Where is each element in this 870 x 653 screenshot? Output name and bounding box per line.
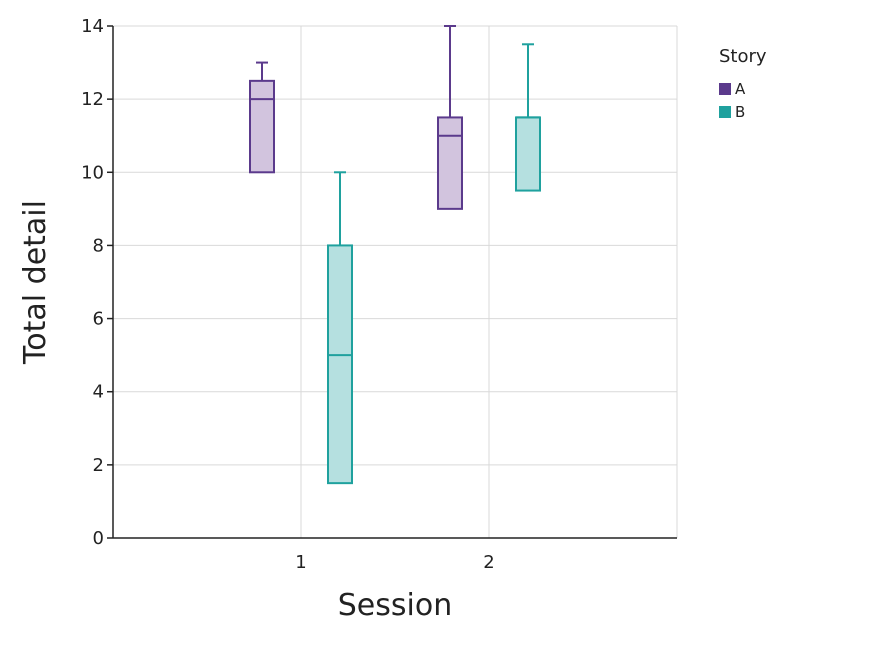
- y-tick-label: 12: [81, 89, 104, 110]
- y-tick-label: 10: [81, 162, 104, 183]
- legend-label-B: B: [735, 103, 745, 121]
- box-B-session-1: [327, 171, 353, 485]
- x-tick-label: 1: [295, 552, 306, 573]
- legend-swatch-B: [719, 106, 731, 118]
- box-A-session-1: [249, 61, 275, 174]
- plot-panel: [113, 26, 677, 538]
- y-tick-label: 14: [81, 16, 104, 37]
- x-tick-label: 2: [483, 552, 494, 573]
- y-tick-label: 6: [93, 309, 104, 330]
- y-tick-label: 2: [93, 455, 104, 476]
- y-tick-label: 8: [93, 235, 104, 256]
- box-body: [249, 79, 275, 174]
- box-series: [249, 25, 541, 485]
- box-A-session-2: [437, 25, 463, 210]
- x-axis-title: Session: [338, 588, 452, 623]
- legend-label-A: A: [735, 80, 746, 98]
- legend-title: Story: [719, 46, 767, 67]
- box-body: [437, 116, 463, 210]
- legend-swatch-A: [719, 83, 731, 95]
- legend: Story AB: [719, 46, 767, 121]
- box-body: [515, 116, 541, 192]
- y-axis-title: Total detail: [18, 200, 53, 365]
- y-tick-label: 0: [93, 528, 104, 549]
- y-tick-label: 4: [93, 382, 104, 403]
- box-B-session-2: [515, 43, 541, 192]
- box-body: [327, 244, 353, 485]
- grid-lines: [113, 25, 678, 538]
